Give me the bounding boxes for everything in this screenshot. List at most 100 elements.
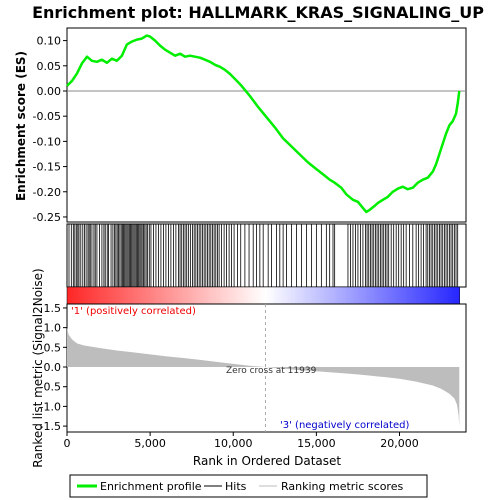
rank-color-segment — [169, 287, 172, 304]
rank-color-segment — [320, 287, 323, 304]
rank-heatmap-bar — [66, 286, 460, 305]
rank-color-segment — [137, 287, 141, 304]
rank-color-segment — [90, 287, 94, 304]
rank-color-segment — [245, 287, 249, 304]
rank-color-segment — [106, 287, 109, 304]
rank-color-segment — [100, 287, 103, 304]
rank-color-segment — [151, 287, 154, 304]
rank-color-segment — [300, 287, 304, 304]
rank-color-segment — [127, 287, 131, 304]
rank-color-segment — [259, 287, 262, 304]
rank-color-segment — [149, 287, 152, 304]
rank-color-segment — [316, 287, 319, 304]
rank-color-segment — [400, 287, 404, 304]
enrichment-profile-line — [66, 34, 461, 214]
rank-color-segment — [196, 287, 200, 304]
rank-color-segment — [455, 287, 458, 304]
rank-color-segment — [178, 287, 182, 304]
rank-color-segment — [353, 287, 356, 304]
hits-frame — [66, 223, 467, 288]
rank-color-segment — [163, 287, 166, 304]
rank-color-segment — [121, 287, 125, 304]
rank-color-segment — [72, 287, 76, 304]
rank-color-segment — [192, 287, 196, 304]
rank-color-segment — [282, 287, 286, 304]
rank-color-segment — [357, 287, 360, 304]
rank-color-segment — [221, 287, 225, 304]
rank-color-segment — [125, 287, 129, 304]
rank-color-segment — [76, 287, 80, 304]
rank-color-segment — [172, 287, 176, 304]
es-y-tick-label: -0.20 — [33, 186, 61, 199]
rank-color-segment — [272, 287, 276, 304]
rank-color-segment — [422, 287, 425, 304]
rank-color-segment — [92, 287, 96, 304]
rank-color-segment — [265, 287, 268, 304]
rank-color-segment — [216, 287, 219, 304]
es-y-tick-label: 0.10 — [37, 35, 62, 48]
rank-color-segment — [331, 287, 335, 304]
rank-color-segment — [159, 287, 162, 304]
rank-color-segment — [98, 287, 101, 304]
rank-color-segment — [251, 287, 254, 304]
rank-color-segment — [392, 287, 396, 304]
rank-color-segment — [243, 287, 247, 304]
rank-color-segment — [443, 287, 447, 304]
rank-color-segment — [318, 287, 321, 304]
rank-color-segment — [68, 287, 72, 304]
rank-color-segment — [157, 287, 160, 304]
negative-annotation: '3' (negatively correlated) — [280, 420, 409, 431]
rank-color-segment — [88, 287, 92, 304]
rank-color-segment — [371, 287, 374, 304]
metric-axis-label: Ranked list metric (Signal2Noise) — [31, 268, 45, 467]
rank-color-segment — [351, 287, 355, 304]
x-tick-label: 5,000 — [134, 437, 166, 450]
rank-color-segment — [382, 287, 386, 304]
rank-color-segment — [94, 287, 98, 304]
rank-color-segment — [310, 287, 313, 304]
rank-color-segment — [82, 287, 86, 304]
rank-color-segment — [119, 287, 123, 304]
rank-color-segment — [333, 287, 337, 304]
x-axis-label: Rank in Ordered Dataset — [193, 454, 341, 468]
x-tick-label: 0 — [64, 437, 71, 450]
rank-color-segment — [208, 287, 211, 304]
legend-label-hits: Hits — [225, 480, 247, 493]
rank-color-segment — [451, 287, 455, 304]
rank-color-segment — [402, 287, 406, 304]
metric-y-tick-label: 1.5 — [44, 302, 62, 315]
rank-color-segment — [237, 287, 241, 304]
rank-color-segment — [306, 287, 309, 304]
rank-color-segment — [223, 287, 227, 304]
rank-color-segment — [202, 287, 205, 304]
legend-box — [69, 474, 428, 498]
rank-color-segment — [424, 287, 427, 304]
rank-color-segment — [220, 287, 223, 304]
rank-color-segment — [182, 287, 186, 304]
rank-color-segment — [378, 287, 382, 304]
rank-color-segment — [337, 287, 341, 304]
es-y-tick-label: -0.05 — [33, 110, 61, 123]
rank-color-segment — [302, 287, 305, 304]
rank-color-segment — [96, 287, 99, 304]
rank-color-segment — [369, 287, 372, 304]
rank-color-segment — [365, 287, 368, 304]
rank-color-segment — [145, 287, 149, 304]
rank-color-segment — [361, 287, 364, 304]
rank-color-segment — [323, 287, 327, 304]
rank-color-segment — [184, 287, 188, 304]
rank-color-segment — [180, 287, 184, 304]
rank-color-segment — [394, 287, 398, 304]
rank-color-segment — [247, 287, 251, 304]
rank-color-segment — [206, 287, 209, 304]
rank-color-segment — [325, 287, 329, 304]
rank-color-segment — [426, 287, 429, 304]
rank-color-segment — [74, 287, 78, 304]
rank-color-segment — [431, 287, 435, 304]
x-tick-label: 20,000 — [380, 437, 419, 450]
rank-color-segment — [314, 287, 317, 304]
rank-color-segment — [204, 287, 207, 304]
rank-color-segment — [341, 287, 345, 304]
rank-color-segment — [367, 287, 370, 304]
